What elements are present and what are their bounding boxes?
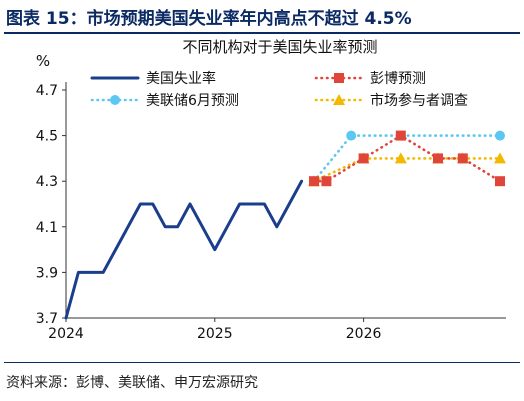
data-point <box>457 153 468 164</box>
legend-marker <box>333 94 345 105</box>
legend-marker <box>110 95 120 105</box>
data-point <box>346 130 357 141</box>
data-point <box>309 176 319 187</box>
y-tick-label: 3.9 <box>36 265 58 281</box>
figure-title: 图表 15：市场预期美国失业率年内高点不超过 4.5% <box>6 9 412 29</box>
series-line <box>64 179 304 320</box>
x-tick-label: 2026 <box>346 326 382 342</box>
title-divider <box>4 32 520 34</box>
y-tick-label: 3.7 <box>36 311 58 327</box>
y-tick-label: 4.3 <box>36 174 58 190</box>
data-point <box>395 130 406 141</box>
legend-label: 市场参与者调查 <box>370 92 468 109</box>
legend-label: 彭博预测 <box>370 70 426 87</box>
x-tick-label: 2025 <box>197 326 233 342</box>
data-point <box>358 153 369 164</box>
data-point <box>394 152 407 164</box>
y-axis-label: % <box>36 52 50 70</box>
y-tick-label: 4.1 <box>36 220 58 236</box>
source-note: 资料来源：彭博、美联储、申万宏源研究 <box>6 375 258 391</box>
x-tick-label: 2024 <box>48 326 84 342</box>
plot-area <box>64 130 506 320</box>
series-line <box>312 157 502 183</box>
data-point <box>321 176 332 187</box>
chart-title: 不同机构对于美国失业率预测 <box>182 38 377 56</box>
y-tick-label: 4.7 <box>36 83 58 99</box>
data-point <box>495 176 505 187</box>
data-point <box>495 130 505 141</box>
data-point <box>433 153 443 164</box>
axes: 3.7 3.9 4.1 4.3 4.5 4.7 2024 2025 2026 <box>36 82 506 342</box>
data-point <box>494 152 506 164</box>
legend-marker <box>334 73 344 83</box>
legend-label: 美国失业率 <box>146 70 216 87</box>
legend-label: 美联储6月预测 <box>146 93 239 109</box>
footer-divider <box>4 362 520 363</box>
y-tick-label: 4.5 <box>36 129 58 145</box>
